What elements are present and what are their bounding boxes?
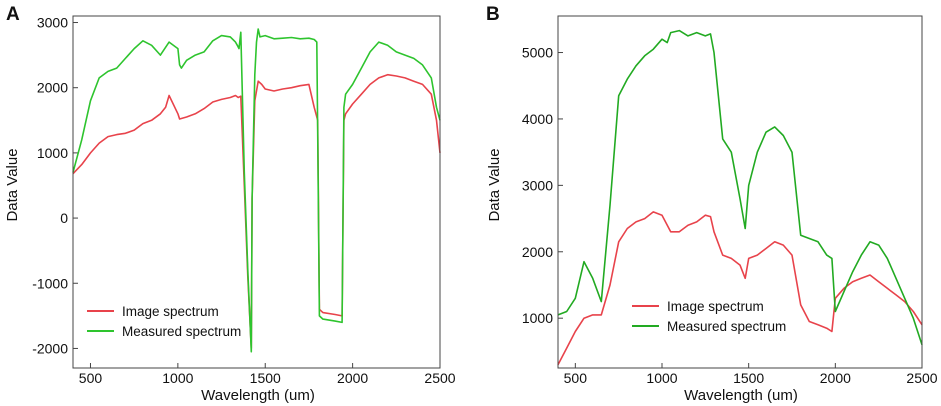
- panel-a-plot-frame: [72, 15, 441, 369]
- panel-a-y-tick-label: 3000: [37, 15, 68, 31]
- panel-a-x-tick-label: 500: [79, 370, 103, 386]
- panel-b-x-tick-label: 1500: [733, 370, 764, 386]
- panel-b-y-tick-label: 1000: [522, 310, 553, 326]
- panel-a-label: A: [6, 4, 20, 25]
- panel-b-x-tick-label: 2000: [820, 370, 851, 386]
- panel-a-legend-label-image: Image spectrum: [122, 304, 219, 319]
- panel-b-legend: Image spectrum Measured spectrum: [632, 299, 786, 334]
- panel-a-ticks: 500 1000 1500 2000 2500 -2000 -1000 0 1000 2000 30…: [32, 15, 456, 386]
- panel-b-label: B: [486, 4, 500, 25]
- panel-a-legend: Image spectrum Measured spectrum: [87, 304, 241, 339]
- panel-b: B Data Value Wavelength (um) 500 1000 1500…: [486, 4, 938, 404]
- panel-a-x-tick-label: 2500: [424, 370, 455, 386]
- panel-b-series-measured-spectrum-line: [557, 29, 923, 346]
- panel-b-y-tick-label: 4000: [522, 111, 553, 127]
- panel-a-x-tick-label: 1500: [250, 370, 281, 386]
- panel-a-legend-label-measured: Measured spectrum: [122, 324, 241, 339]
- panel-b-series-image-spectrum-line: [557, 211, 923, 366]
- panel-a-y-tick-label: -2000: [32, 340, 68, 356]
- panel-a-y-axis-label: Data Value: [4, 148, 21, 221]
- panel-a-x-tick-label: 2000: [337, 370, 368, 386]
- panel-b-legend-label-image: Image spectrum: [667, 299, 764, 314]
- panel-b-legend-label-measured: Measured spectrum: [667, 319, 786, 334]
- panel-a-y-tick-label: -1000: [32, 275, 68, 291]
- panel-b-ticks: 500 1000 1500 2000 2500 1000 2000 3000 4000 5000: [522, 45, 938, 386]
- panel-a-y-tick-label: 2000: [37, 80, 68, 96]
- panel-b-x-axis-label: Wavelength (um): [684, 387, 798, 404]
- panel-b-x-tick-label: 500: [564, 370, 588, 386]
- panel-b-x-tick-label: 2500: [906, 370, 937, 386]
- panel-b-y-axis-label: Data Value: [486, 148, 503, 221]
- panel-b-y-tick-label: 5000: [522, 45, 553, 61]
- panel-a-series-measured-spectrum-line: [72, 28, 441, 353]
- panel-b-plot-frame: [557, 15, 923, 369]
- panel-b-y-tick-label: 3000: [522, 177, 553, 193]
- panel-a-y-tick-label: 1000: [37, 145, 68, 161]
- panel-a-y-tick-label: 0: [60, 210, 68, 226]
- panel-b-lines: [557, 29, 923, 366]
- panel-a: A Data Value Wavelength (um) 500 1000 1500…: [4, 4, 456, 404]
- panel-a-x-axis-label: Wavelength (um): [201, 387, 315, 404]
- panel-a-x-tick-label: 1000: [162, 370, 193, 386]
- panel-a-lines: [72, 28, 441, 353]
- panel-b-y-tick-label: 2000: [522, 244, 553, 260]
- panel-b-x-tick-label: 1000: [646, 370, 677, 386]
